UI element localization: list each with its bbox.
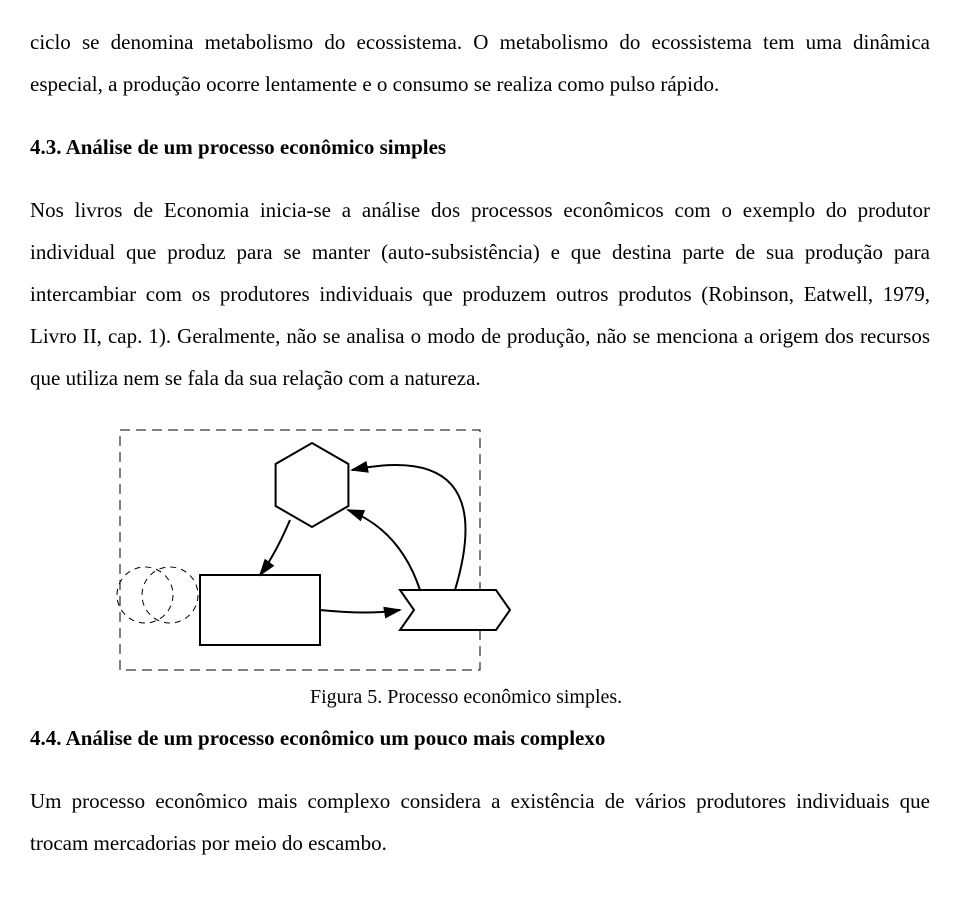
figure-5-caption: Figura 5. Processo econômico simples. [30,686,930,709]
diagram-svg [100,420,530,680]
section-4-3-title: 4.3. Análise de um processo econômico si… [30,126,930,168]
paragraph-44-body: Um processo econômico mais complexo cons… [30,780,930,864]
figure-5 [30,420,930,680]
paragraph-intro: ciclo se denomina metabolismo do ecossis… [30,21,930,105]
page: ciclo se denomina metabolismo do ecossis… [0,21,960,915]
paragraph-43-body: Nos livros de Economia inicia-se a análi… [30,189,930,399]
section-4-4-title: 4.4. Análise de um processo econômico um… [30,717,930,759]
